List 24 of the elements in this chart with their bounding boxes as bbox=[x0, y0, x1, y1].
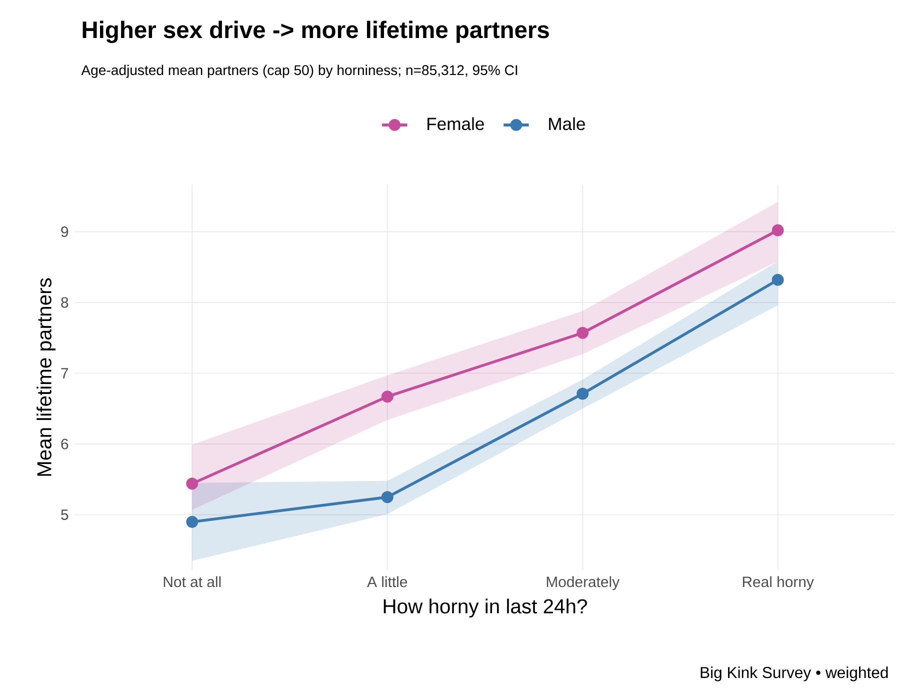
point bbox=[772, 274, 784, 286]
chart-subtitle: Age-adjusted mean partners (cap 50) by horniness; n=85,312, 95% CI bbox=[81, 64, 518, 78]
x-tick-label: Moderately bbox=[546, 576, 620, 590]
chart-title: Higher sex drive -> more lifetime partners bbox=[82, 20, 549, 44]
point bbox=[381, 390, 394, 403]
point bbox=[772, 224, 784, 236]
x-tick-label: Real horny bbox=[742, 576, 814, 590]
point bbox=[186, 478, 198, 490]
x-tick-label: A little bbox=[367, 576, 408, 588]
point bbox=[186, 516, 198, 528]
point bbox=[381, 491, 394, 504]
y-axis-title: Mean lifetime partners bbox=[36, 278, 56, 476]
text: Big Kink Survey • weighted bbox=[700, 666, 888, 682]
y-tick-label: 6 bbox=[61, 438, 68, 450]
y-tick-label: 5 bbox=[61, 510, 68, 520]
point bbox=[576, 326, 589, 339]
legend-label: Male bbox=[549, 117, 585, 130]
legend-label: Female bbox=[428, 117, 484, 130]
x-axis-title: How horny in last 24h? bbox=[384, 598, 587, 618]
point bbox=[576, 388, 589, 400]
x-tick-label: Not at all bbox=[164, 576, 221, 588]
y-tick-label: 7 bbox=[61, 368, 68, 378]
y-tick-label: 8 bbox=[61, 297, 68, 308]
y-tick-label: 9 bbox=[61, 226, 68, 237]
